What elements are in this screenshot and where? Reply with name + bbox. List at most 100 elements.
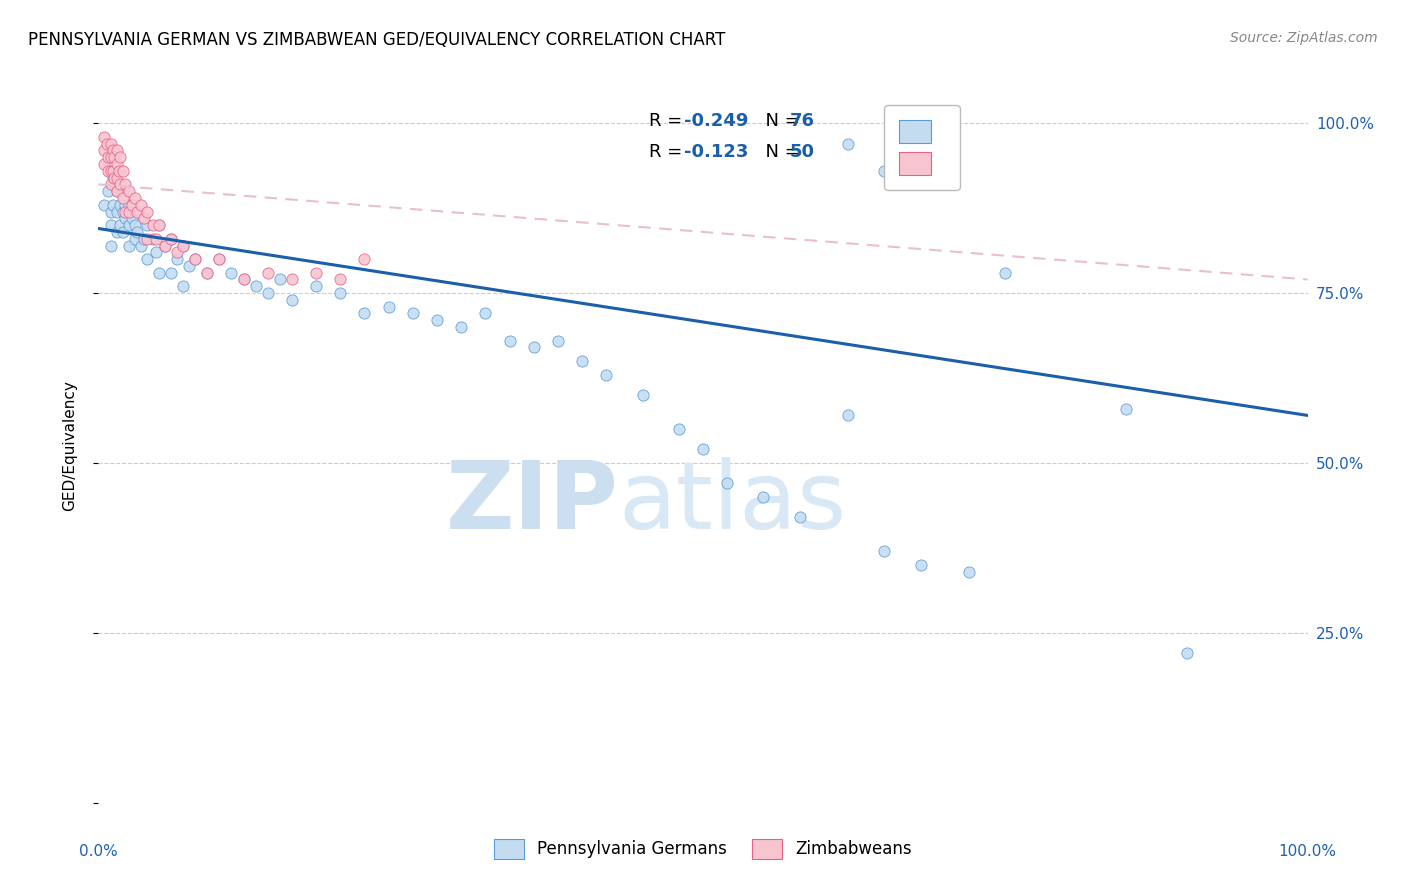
Point [97,184,120,198]
Point [100,136,122,151]
Text: Source: ZipAtlas.com: Source: ZipAtlas.com [1230,31,1378,45]
Point [103,150,125,164]
Point [523,341,546,355]
Point [111,204,134,219]
Point [166,252,188,266]
Point [281,272,304,286]
Point [105,184,128,198]
Point [135,252,157,266]
Point [153,238,176,252]
Point [118,238,141,252]
Point [135,204,157,219]
Point [105,144,128,158]
Point [910,558,932,572]
Point [752,490,775,504]
Point [111,184,134,198]
Point [101,163,124,178]
Point [179,259,201,273]
Point [595,368,617,382]
Point [426,313,449,327]
Point [135,232,157,246]
Point [994,266,1017,280]
Point [96,136,118,151]
Point [498,334,520,348]
Text: atlas: atlas [619,457,846,549]
Point [135,218,157,232]
Point [111,163,134,178]
Text: N =: N = [754,143,806,161]
Point [100,218,122,232]
Point [142,232,165,246]
Point [93,129,115,144]
Text: PENNSYLVANIA GERMAN VS ZIMBABWEAN GED/EQUIVALENCY CORRELATION CHART: PENNSYLVANIA GERMAN VS ZIMBABWEAN GED/EQ… [28,31,725,49]
Point [329,286,352,301]
Point [329,272,352,286]
Point [111,191,134,205]
Point [124,232,146,246]
Point [148,218,170,232]
Point [153,238,176,252]
Point [474,306,496,320]
Point [245,279,267,293]
Point [100,178,122,192]
Point [166,245,188,260]
Point [160,266,183,280]
Legend: Pennsylvania Germans, Zimbabweans: Pennsylvania Germans, Zimbabweans [488,832,918,866]
Point [837,136,859,151]
Point [93,198,115,212]
Point [134,211,156,226]
Point [571,354,593,368]
Point [129,238,152,252]
Point [353,252,375,266]
Point [184,252,207,266]
Text: N =: N = [754,112,806,130]
Point [129,198,152,212]
Point [172,279,194,293]
Text: R =: R = [648,143,693,161]
Text: ZIP: ZIP [446,457,619,549]
Point [100,238,122,252]
Point [837,409,859,423]
Point [114,178,136,192]
Y-axis label: GED/Equivalency: GED/Equivalency [63,381,77,511]
Point [127,225,149,239]
Point [108,198,131,212]
Point [195,266,218,280]
Point [100,163,122,178]
Point [121,211,143,226]
Point [1115,401,1137,416]
Point [114,204,136,219]
Point [124,191,146,205]
Point [692,442,714,457]
Point [873,163,896,178]
Point [547,334,569,348]
Point [101,198,124,212]
Point [105,157,128,171]
Point [873,544,896,558]
Point [101,170,124,185]
Point [105,184,128,198]
Point [221,266,243,280]
Point [148,266,170,280]
Point [114,198,136,212]
Point [108,218,131,232]
Point [789,510,811,524]
Point [305,266,328,280]
Point [108,163,131,178]
Point [208,252,231,266]
Point [111,225,134,239]
Point [195,266,218,280]
Text: R =: R = [648,112,688,130]
Point [668,422,690,436]
Point [232,272,254,286]
Point [118,198,141,212]
Point [134,232,156,246]
Point [100,150,122,164]
Point [377,300,399,314]
Point [160,232,183,246]
Point [172,238,194,252]
Point [232,272,254,286]
Point [281,293,304,307]
Point [184,252,207,266]
Point [118,204,141,219]
